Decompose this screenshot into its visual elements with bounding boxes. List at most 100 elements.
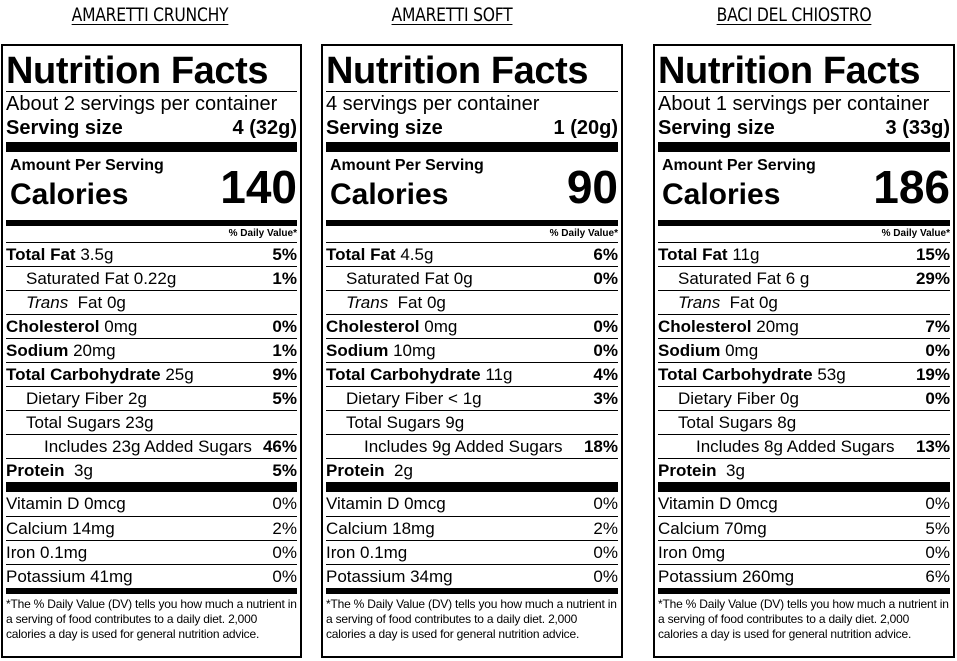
nutrient-label: Includes 9g Added Sugars	[364, 437, 563, 456]
daily-value: 5%	[925, 519, 950, 538]
nutrient-amount: 10mg	[393, 341, 436, 360]
nutrient-label: Protein	[6, 461, 65, 480]
iron-row: Iron 0.1mg 0%	[6, 540, 297, 564]
dietary-fiber-row: Dietary Fiber 0g 0%	[658, 386, 950, 410]
nutrient-amount: 53g	[817, 365, 846, 384]
nutrient-amount: 0g	[780, 389, 799, 408]
daily-value: 9%	[272, 365, 297, 384]
daily-value: 0%	[925, 494, 950, 513]
serving-size-row: Serving size 1 (20g)	[326, 116, 618, 140]
trans-fat-row: Trans Fat 0g	[6, 290, 297, 314]
nutrient-amount: < 1g	[448, 389, 482, 408]
nutrient-amount: 6 g	[785, 269, 810, 288]
daily-value: 0%	[593, 269, 618, 288]
nutrient-label: Dietary Fiber	[678, 389, 776, 408]
cholesterol-row: Cholesterol 0mg 0%	[6, 314, 297, 338]
daily-value: 3%	[593, 389, 618, 408]
nutrient-amount: 0.22g	[133, 269, 177, 288]
product-title: BACI DEL CHIOSTRO	[716, 4, 872, 26]
calories-label: Calories	[330, 178, 449, 211]
nutrient-label: Total Fat	[658, 245, 728, 264]
amount-per-serving: Amount Per Serving	[330, 157, 484, 174]
daily-value: 29%	[915, 269, 950, 288]
protein-row: Protein 3g	[658, 458, 950, 482]
thick-divider	[6, 482, 297, 492]
daily-value-header: % Daily Value*	[881, 228, 950, 239]
nutrient-label: Vitamin D 0mcg	[326, 494, 446, 513]
total-carbohydrate-row: Total Carbohydrate 53g 19%	[658, 362, 950, 386]
nutrient-label: Total Sugars	[678, 413, 773, 432]
nutrient-label: Total Fat	[326, 245, 396, 264]
vitamin-d-row: Vitamin D 0mcg 0%	[6, 492, 297, 516]
nutrient-amount: 0g	[453, 269, 473, 288]
nutrient-amount: 23g	[125, 413, 154, 432]
nutrient-label: Total Carbohydrate	[658, 365, 813, 384]
added-sugars-row: Includes 8g Added Sugars 13%	[658, 434, 950, 458]
calories-block: Amount Per Serving Calories 186	[658, 152, 950, 220]
nutrition-facts-title: Nutrition Facts	[326, 50, 589, 92]
serving-size-value: 4 (32g)	[232, 117, 297, 139]
nutrient-label: Vitamin D 0mcg	[6, 494, 126, 513]
servings-per-container: About 1 servings per container	[658, 93, 930, 115]
daily-value: 0%	[272, 317, 297, 336]
total-carbohydrate-row: Total Carbohydrate 25g 9%	[6, 362, 297, 386]
nutrient-label: Protein	[658, 461, 717, 480]
divider	[326, 91, 618, 92]
nutrient-amount: 3.5g	[80, 245, 114, 264]
total-fat-row: Total Fat 4.5g 6%	[326, 242, 618, 266]
sodium-row: Sodium 20mg 1%	[6, 338, 297, 362]
nutrient-label: Potassium 34mg	[326, 567, 453, 586]
nutrient-label: Dietary Fiber	[346, 389, 444, 408]
thick-divider	[326, 142, 618, 152]
nutrient-label: Sodium	[326, 341, 389, 360]
added-sugars-row: Includes 23g Added Sugars 46%	[6, 434, 297, 458]
daily-value: 4%	[593, 365, 618, 384]
nutrition-panel-baci-del-chiostro: Nutrition Facts About 1 servings per con…	[653, 44, 955, 658]
daily-value: 6%	[593, 245, 618, 264]
nutrient-amount: Fat 0g	[397, 293, 446, 312]
nutrient-amount: Fat 0g	[77, 293, 126, 312]
medium-divider	[326, 220, 618, 226]
nutrient-label: Potassium 41mg	[6, 567, 133, 586]
daily-value: 0%	[925, 341, 950, 360]
daily-value: 2%	[593, 519, 618, 538]
dietary-fiber-row: Dietary Fiber < 1g 3%	[326, 386, 618, 410]
daily-value: 5%	[272, 389, 297, 408]
daily-value: 0%	[593, 494, 618, 513]
nutrient-label: Cholesterol	[6, 317, 100, 336]
medium-divider	[658, 220, 950, 226]
nutrient-label: Total Carbohydrate	[6, 365, 161, 384]
footnote: *The % Daily Value (DV) tells you how mu…	[658, 597, 949, 641]
calories-label: Calories	[662, 178, 781, 211]
thick-divider	[6, 142, 297, 152]
daily-value: 46%	[262, 437, 297, 456]
nutrient-label: Total Carbohydrate	[326, 365, 481, 384]
nutrient-amount: 0mg	[424, 317, 458, 336]
serving-size-value: 3 (33g)	[885, 117, 950, 139]
nutrient-label: Calcium 18mg	[326, 519, 435, 538]
thick-divider	[658, 142, 950, 152]
nutrient-label: Includes 8g Added Sugars	[696, 437, 895, 456]
nutrient-label: Total Fat	[6, 245, 76, 264]
daily-value: 19%	[915, 365, 950, 384]
product-title: AMARETTI SOFT	[391, 4, 513, 26]
nutrient-label: Total Sugars	[26, 413, 121, 432]
nutrient-amount: 2g	[394, 461, 413, 480]
calories-value: 90	[566, 161, 618, 213]
calories-value: 186	[873, 161, 950, 213]
vitamin-d-row: Vitamin D 0mcg 0%	[658, 492, 950, 516]
daily-value: 0%	[272, 494, 297, 513]
nutrient-amount: 11g	[485, 365, 513, 384]
thick-divider	[326, 482, 618, 492]
nutrient-label: Saturated Fat	[26, 269, 130, 288]
daily-value: 15%	[915, 245, 950, 264]
nutrient-label: Iron 0mg	[658, 543, 726, 562]
nutrient-label: Calcium 70mg	[658, 519, 767, 538]
nutrient-amount: 0mg	[104, 317, 138, 336]
daily-value: 0%	[593, 317, 618, 336]
nutrient-label: Sodium	[658, 341, 721, 360]
nutrient-label: Total Sugars	[346, 413, 441, 432]
nutrient-label: Trans	[346, 293, 389, 312]
nutrition-panel-amaretti-soft: Nutrition Facts 4 servings per container…	[321, 44, 623, 658]
nutrient-amount: 3g	[74, 461, 93, 480]
